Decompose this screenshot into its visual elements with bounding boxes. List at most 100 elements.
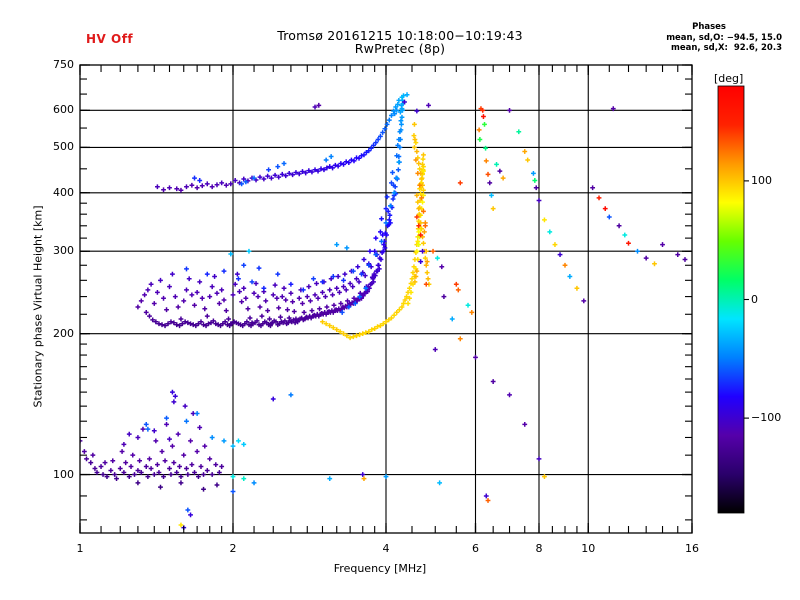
- data-point: [172, 393, 178, 399]
- data-point: [328, 154, 334, 159]
- data-point: [164, 415, 169, 421]
- data-point: [382, 245, 388, 251]
- data-point: [485, 498, 491, 503]
- data-point: [435, 255, 440, 261]
- data-point: [432, 347, 438, 352]
- data-point: [441, 294, 447, 299]
- data-point: [416, 223, 422, 229]
- data-point: [312, 167, 318, 173]
- data-point: [167, 466, 172, 471]
- data-point: [338, 301, 344, 306]
- data-point: [266, 167, 271, 173]
- data-point: [177, 464, 182, 469]
- data-point: [410, 270, 416, 276]
- data-point: [188, 512, 193, 518]
- data-point: [354, 333, 359, 339]
- data-point: [279, 171, 285, 177]
- data-point: [482, 121, 487, 127]
- data-point: [171, 460, 177, 466]
- data-point: [108, 468, 114, 473]
- data-point: [354, 276, 359, 282]
- data-point: [256, 265, 262, 271]
- data-point: [395, 167, 401, 173]
- data-point: [469, 310, 475, 315]
- data-point: [363, 289, 369, 295]
- data-point: [392, 111, 398, 117]
- data-point: [399, 94, 405, 100]
- data-point: [455, 287, 461, 293]
- data-point: [643, 255, 649, 261]
- data-point: [192, 302, 197, 308]
- data-point: [404, 294, 409, 299]
- data-point: [412, 137, 418, 142]
- data-point: [219, 464, 225, 469]
- data-point: [424, 270, 430, 276]
- data-point: [361, 476, 367, 482]
- data-point: [372, 248, 378, 254]
- data-point: [161, 474, 166, 479]
- x-tick-label-1: 1: [76, 542, 84, 555]
- data-point: [268, 323, 273, 329]
- data-point: [421, 208, 426, 214]
- data-point: [421, 187, 426, 193]
- data-point: [145, 474, 151, 479]
- data-point: [590, 185, 596, 191]
- data-point: [581, 298, 587, 304]
- data-point: [596, 195, 602, 201]
- data-point: [243, 295, 249, 301]
- data-point: [346, 160, 352, 165]
- data-point: [259, 313, 265, 319]
- data-point: [197, 425, 203, 430]
- data-point: [380, 248, 386, 254]
- data-point: [164, 421, 169, 427]
- colorbar: [717, 85, 745, 514]
- gridlines: [80, 65, 692, 533]
- data-point: [414, 268, 420, 274]
- data-point: [156, 321, 162, 327]
- data-point: [397, 129, 403, 135]
- data-point: [281, 285, 287, 291]
- data-point: [327, 476, 333, 482]
- data-point: [291, 309, 297, 314]
- data-point: [90, 452, 96, 458]
- data-point: [204, 181, 210, 187]
- data-point: [416, 161, 422, 166]
- data-point: [196, 321, 201, 327]
- data-point: [201, 472, 206, 477]
- data-point: [574, 285, 580, 291]
- data-point: [188, 438, 193, 444]
- data-point: [675, 252, 681, 258]
- data-point: [531, 170, 536, 176]
- data-point: [143, 464, 149, 469]
- data-point: [257, 304, 263, 310]
- data-point: [394, 107, 400, 113]
- data-point: [178, 522, 184, 528]
- data-point: [384, 232, 389, 238]
- data-point: [323, 157, 329, 163]
- data-point: [288, 281, 294, 287]
- data-point: [412, 279, 418, 285]
- data-point: [422, 223, 428, 229]
- data-point: [334, 285, 340, 291]
- data-point: [483, 493, 489, 499]
- data-point: [121, 470, 127, 475]
- data-point: [473, 354, 478, 360]
- data-point: [421, 192, 426, 198]
- data-point: [453, 281, 459, 287]
- data-point: [228, 181, 234, 187]
- data-point: [387, 203, 393, 209]
- data-point: [465, 302, 471, 308]
- data-point: [368, 145, 374, 151]
- data-point: [375, 268, 380, 274]
- data-point: [373, 140, 379, 145]
- data-point: [421, 229, 427, 235]
- data-point: [221, 297, 227, 303]
- data-point: [170, 389, 175, 395]
- data-point: [390, 196, 396, 202]
- data-point: [189, 462, 195, 468]
- data-point: [401, 301, 406, 306]
- data-point: [399, 114, 405, 120]
- data-point: [283, 173, 289, 179]
- data-point: [361, 257, 367, 262]
